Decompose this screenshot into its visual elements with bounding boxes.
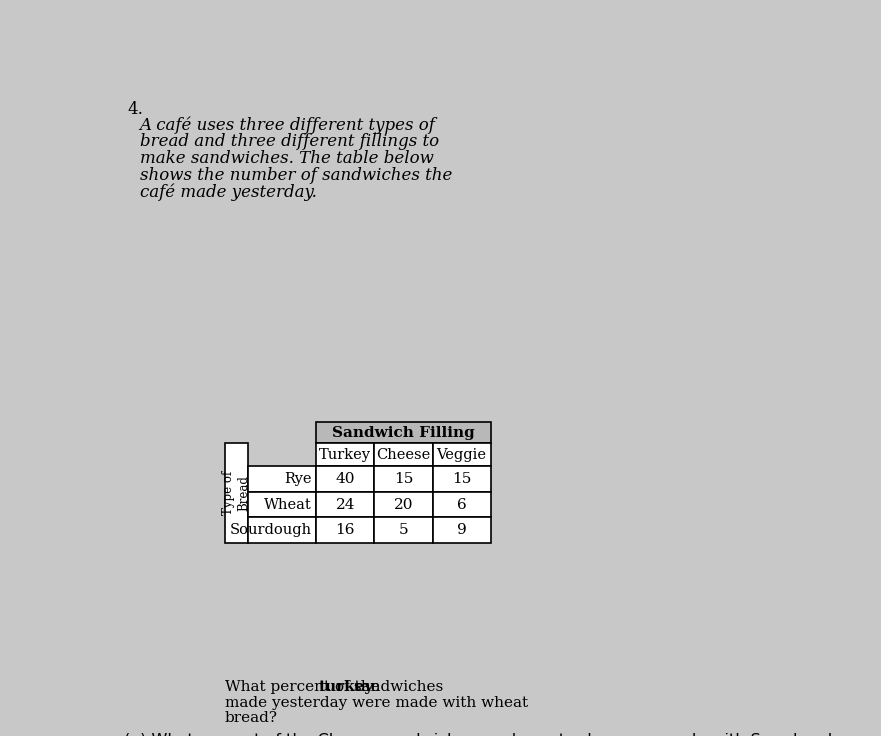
Text: Sourdough: Sourdough [229,523,312,537]
Text: 20: 20 [394,498,413,512]
Text: Turkey: Turkey [319,447,371,462]
Bar [374,467,433,492]
Text: sandwiches: sandwiches [349,681,443,695]
Text: bread and three different fillings to: bread and three different fillings to [139,133,439,150]
Text: (a) What percent of the Cheese sandwiches made yesterday were made with Sourdoug: (a) What percent of the Cheese sandwiche… [124,733,838,736]
Bar [248,517,316,542]
Text: 24: 24 [336,498,355,512]
Bar [316,443,374,467]
Text: 9: 9 [456,523,466,537]
Bar [374,443,433,467]
Text: 4.: 4. [127,101,143,118]
Text: turkey: turkey [319,681,374,695]
Text: 15: 15 [452,472,471,486]
Bar [374,492,433,517]
Bar [433,467,491,492]
Bar [374,517,433,542]
Text: 16: 16 [336,523,355,537]
Bar [248,467,316,492]
Text: A café uses three different types of: A café uses three different types of [139,116,435,133]
Text: Type of
Bread: Type of Bread [222,471,250,515]
Text: shows the number of sandwiches the: shows the number of sandwiches the [139,167,452,184]
Text: made yesterday were made with wheat: made yesterday were made with wheat [225,696,528,710]
Text: 40: 40 [336,472,355,486]
Text: make sandwiches. The table below: make sandwiches. The table below [139,150,433,167]
Text: Cheese: Cheese [376,447,431,462]
Text: What percent of the: What percent of the [225,681,384,695]
Text: café made yesterday.: café made yesterday. [139,184,316,202]
Text: 6: 6 [456,498,466,512]
Text: 5: 5 [398,523,408,537]
Bar [433,443,491,467]
Bar [316,422,491,443]
Text: Veggie: Veggie [437,447,486,462]
Bar [316,517,374,542]
Text: 15: 15 [394,472,413,486]
Bar [316,492,374,517]
Text: Rye: Rye [285,472,312,486]
Bar [433,517,491,542]
Text: bread?: bread? [225,711,278,725]
Bar [248,492,316,517]
Text: Sandwich Filling: Sandwich Filling [332,425,475,439]
Bar [316,467,374,492]
Text: Wheat: Wheat [264,498,312,512]
Bar [225,443,248,542]
Bar [433,492,491,517]
